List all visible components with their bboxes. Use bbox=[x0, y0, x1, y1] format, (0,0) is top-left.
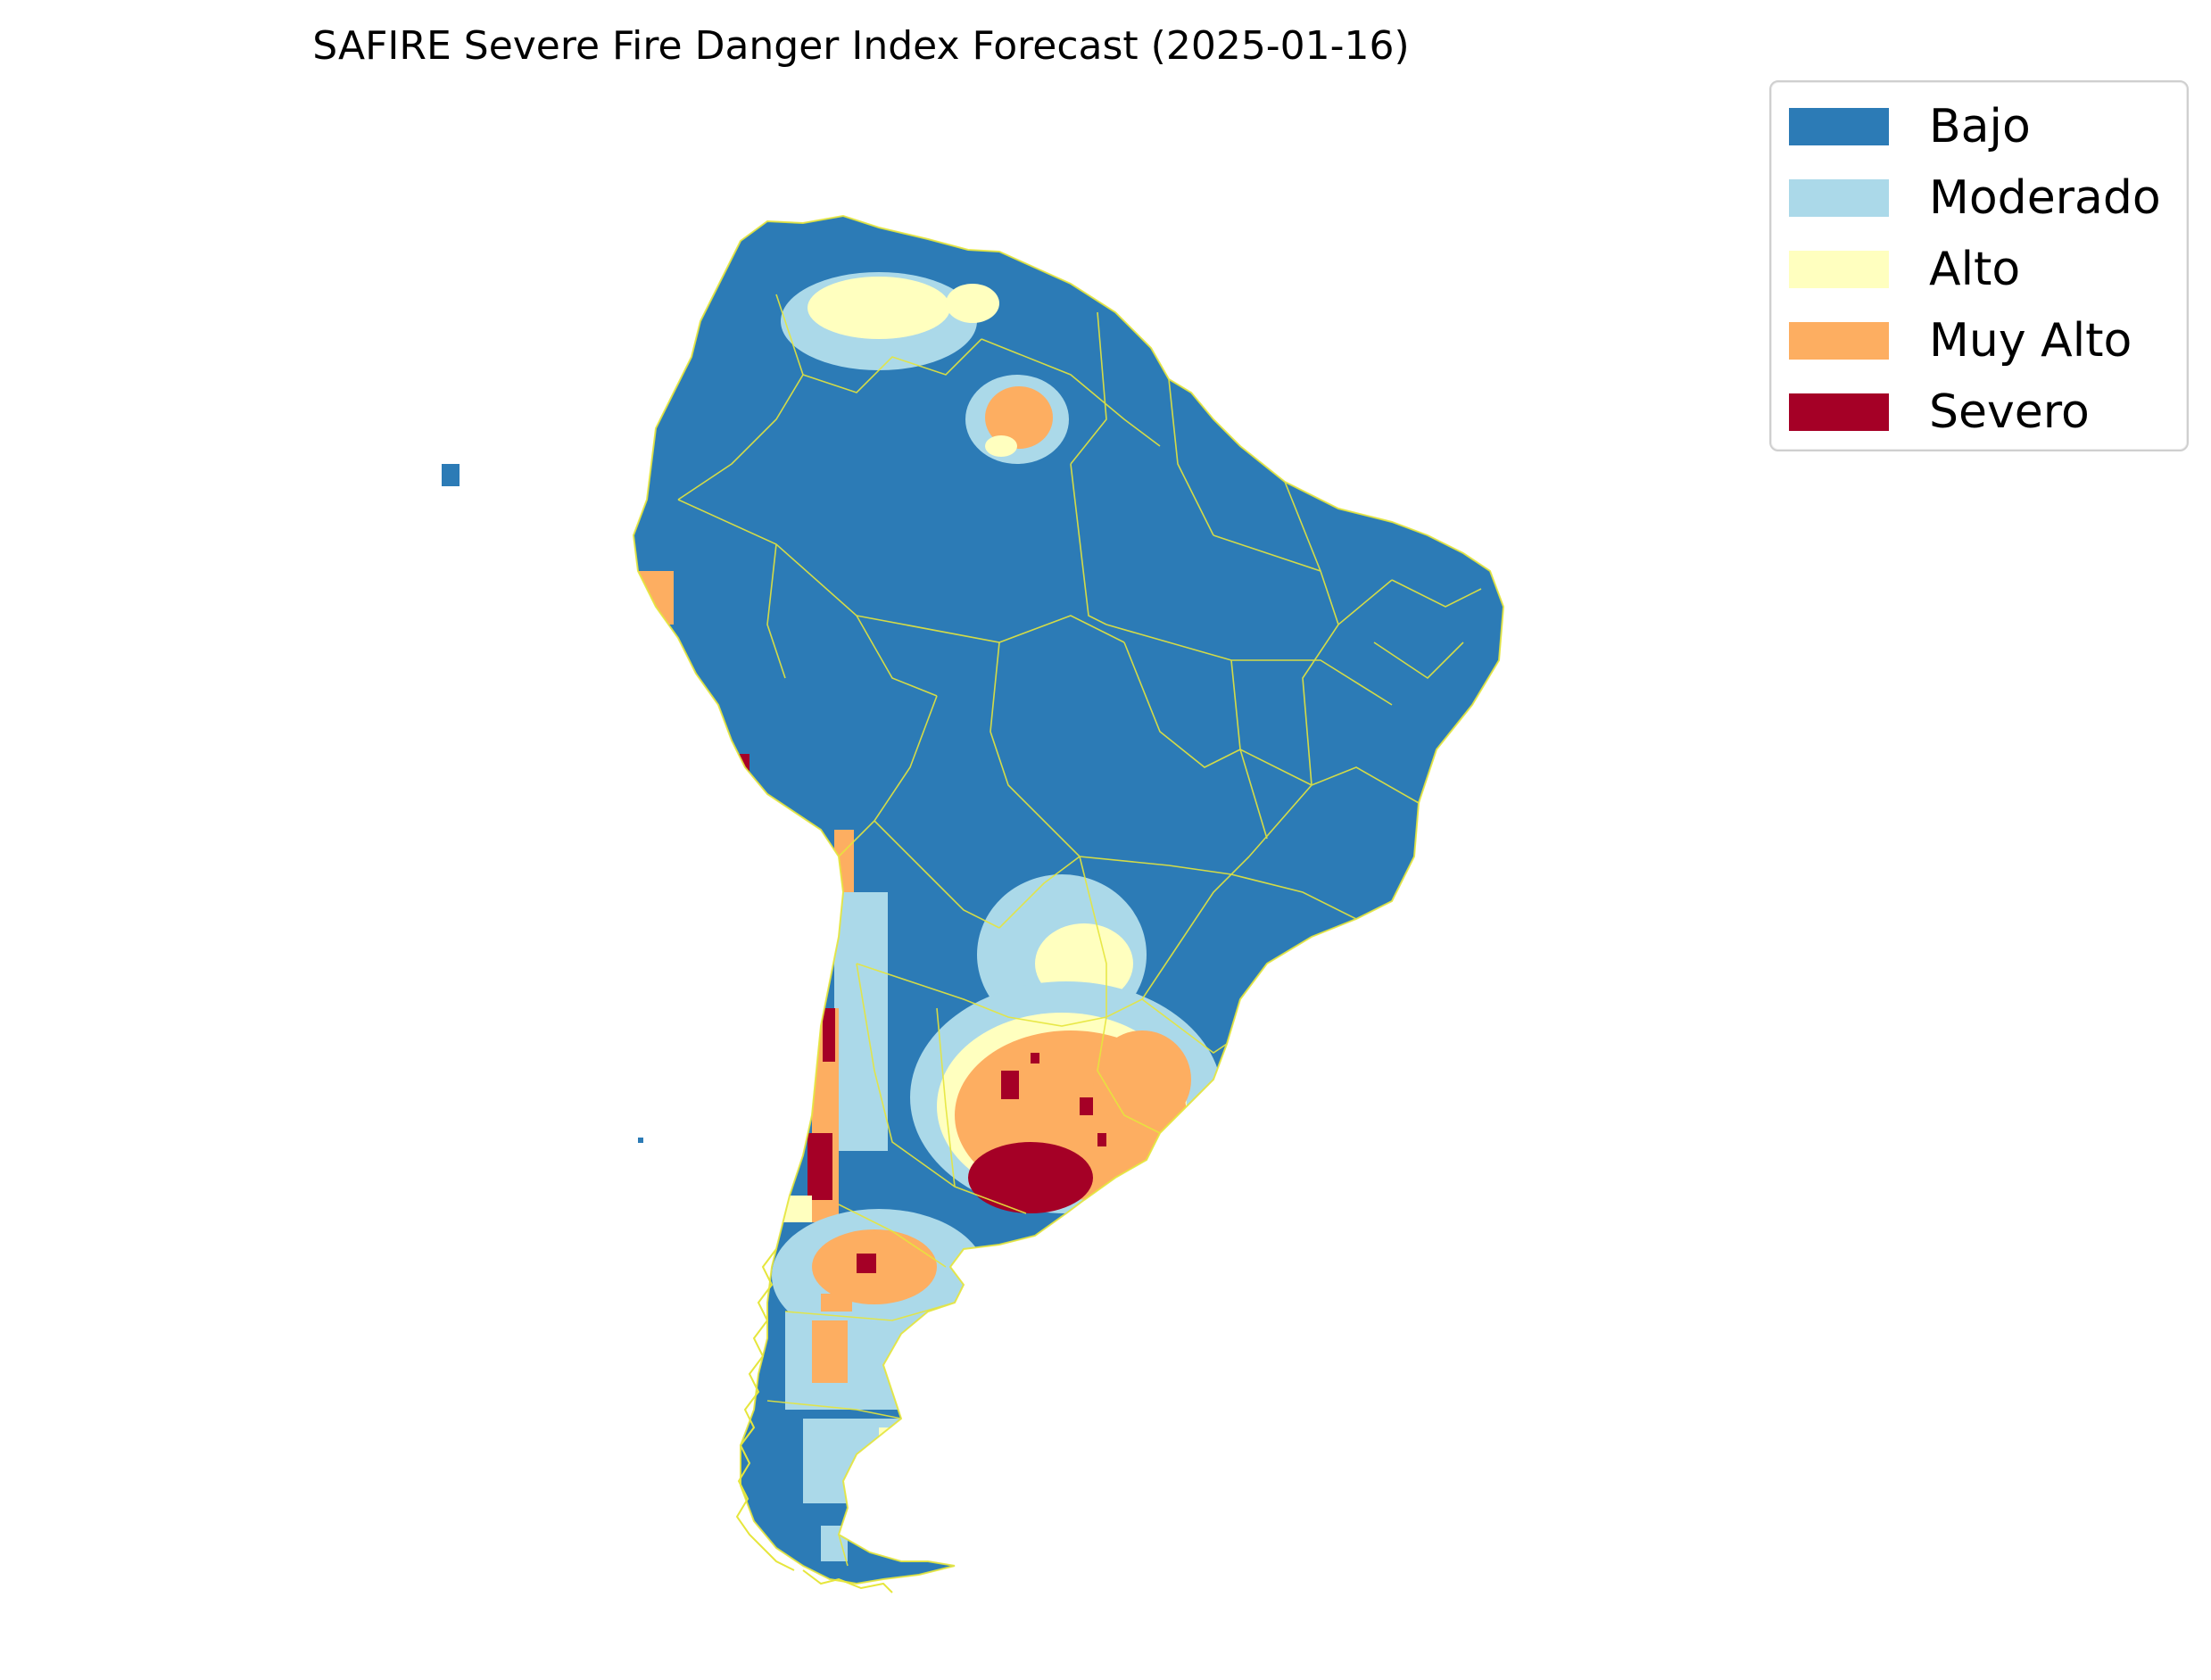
zone-muyalto-patagonia-s2 bbox=[812, 1320, 848, 1383]
zone-severo-spot-1 bbox=[1001, 1071, 1019, 1099]
legend-label: Bajo bbox=[1929, 100, 2031, 153]
legend-item-bajo: Bajo bbox=[1789, 102, 2031, 152]
legend-item-alto: Alto bbox=[1789, 244, 2020, 294]
zone-alto-guiana bbox=[985, 435, 1017, 457]
island-galapagos bbox=[442, 464, 460, 486]
legend-item-moderado: Moderado bbox=[1789, 173, 2161, 223]
fjord-coast bbox=[735, 1248, 893, 1593]
zone-moderado-tierra bbox=[821, 1526, 848, 1561]
legend: Bajo Moderado Alto Muy Alto Severo bbox=[1769, 80, 2189, 451]
legend-item-severo: Severo bbox=[1789, 387, 2090, 437]
zone-severo-spot-4 bbox=[1031, 1053, 1039, 1063]
legend-swatch-moderado bbox=[1789, 179, 1889, 217]
zone-severo-spot-2 bbox=[1080, 1097, 1093, 1115]
danger-zones bbox=[638, 272, 1222, 1561]
zone-severo-patagonia bbox=[857, 1254, 876, 1273]
legend-label: Alto bbox=[1929, 243, 2021, 296]
zone-coast-peru-1 bbox=[638, 571, 674, 625]
zone-moderado-andes bbox=[834, 892, 888, 1151]
zone-muyalto-guiana bbox=[985, 386, 1053, 449]
zone-severo-spot-5 bbox=[1097, 1133, 1106, 1146]
legend-swatch-severo bbox=[1789, 393, 1889, 431]
legend-swatch-bajo bbox=[1789, 108, 1889, 145]
zone-severo-spot-3 bbox=[1053, 1151, 1066, 1169]
zone-severo-pampas bbox=[968, 1142, 1093, 1213]
legend-swatch-alto bbox=[1789, 251, 1889, 288]
legend-swatch-muy-alto bbox=[1789, 322, 1889, 360]
zone-moderado-south bbox=[803, 1419, 919, 1503]
legend-label: Muy Alto bbox=[1929, 314, 2132, 368]
border-lines bbox=[632, 214, 1505, 1585]
map-title: SAFIRE Severe Fire Danger Index Forecast… bbox=[312, 23, 1410, 69]
zone-alto-north-east bbox=[946, 284, 999, 323]
island-small bbox=[638, 1138, 643, 1143]
legend-item-muy-alto: Muy Alto bbox=[1789, 316, 2132, 366]
zone-alto-chile bbox=[776, 1196, 812, 1222]
zone-alto-north bbox=[807, 277, 950, 339]
zone-alto-south bbox=[879, 1428, 910, 1445]
zone-muyalto-east bbox=[1093, 1030, 1191, 1129]
zone-severo-chile-1 bbox=[823, 1008, 835, 1062]
zone-severo-chile-2 bbox=[807, 1133, 832, 1200]
legend-label: Moderado bbox=[1929, 171, 2161, 225]
legend-label: Severo bbox=[1929, 385, 2090, 439]
